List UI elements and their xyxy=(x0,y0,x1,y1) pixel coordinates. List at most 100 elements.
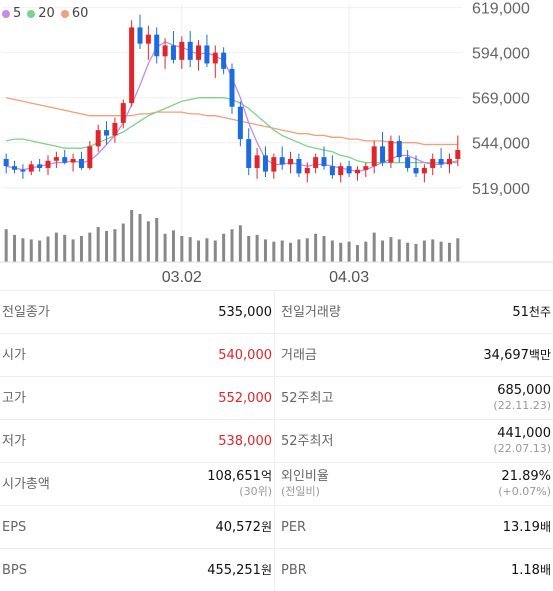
stats-row: 시가 540,000 거래금 34,697백만 xyxy=(0,333,553,376)
candle-body xyxy=(104,130,110,136)
volume-bar xyxy=(339,242,343,262)
volume-bar xyxy=(372,232,376,262)
volume-bar xyxy=(456,238,460,262)
candle-body xyxy=(262,155,268,172)
stat-value: 51천주 xyxy=(512,304,551,320)
candle-body xyxy=(388,140,394,163)
volume-bar xyxy=(138,213,142,262)
volume-bar xyxy=(155,217,159,262)
stat-unit: 억 xyxy=(260,469,272,483)
stat-cell: 저가 538,000 xyxy=(0,420,274,462)
candlestick-chart: 619,000 594,000 569,000 544,000 519,000 03.02… xyxy=(0,1,553,286)
volume-bar xyxy=(406,242,410,262)
stat-value: 685,000 (22.11.23) xyxy=(493,383,551,412)
stat-value: 108,651억 (30위) xyxy=(207,469,272,498)
candle-body xyxy=(62,157,68,163)
stat-label: PBR xyxy=(281,562,307,578)
volume-bar xyxy=(222,233,226,262)
candle-body xyxy=(129,27,135,104)
volume-bar xyxy=(289,242,293,262)
stats-row: 전일종가 535,000 전일거래량 51천주 xyxy=(0,290,553,333)
stat-label: 거래금 xyxy=(281,347,317,363)
volume-bar xyxy=(188,237,192,262)
candle-body xyxy=(304,167,310,174)
volume-bar xyxy=(439,241,443,262)
volume-bar xyxy=(79,236,83,262)
candle-body xyxy=(78,158,84,168)
volume-bar xyxy=(46,236,50,262)
candle-body xyxy=(179,41,185,60)
volume-bar xyxy=(96,226,100,262)
y-tick-label: 544,000 xyxy=(472,136,530,153)
stat-value: 441,000 (22.07.13) xyxy=(493,426,551,455)
candle-body xyxy=(87,146,93,168)
volume-bar xyxy=(105,230,109,262)
candle-body xyxy=(212,52,218,64)
volume-bar xyxy=(21,238,25,262)
volume-bar xyxy=(422,240,426,262)
volume-bar xyxy=(88,232,92,262)
stat-value-sub: (+0.07%) xyxy=(498,485,551,498)
stat-label: 고가 xyxy=(2,390,26,406)
candle-body xyxy=(112,122,118,136)
candle-body xyxy=(170,45,176,60)
candle-body xyxy=(204,45,210,64)
stat-value-sub: (22.07.13) xyxy=(493,442,551,455)
stat-cell: 전일거래량 51천주 xyxy=(274,291,553,333)
candle-body xyxy=(95,130,101,147)
legend-item-ma20: 20 xyxy=(27,6,55,21)
stat-label: PER xyxy=(281,519,307,535)
stats-row: 시가총액 108,651억 (30위) 외인비율 (전일비) 21.89% (+0.07%) xyxy=(0,462,553,505)
candle-body xyxy=(53,157,59,161)
stat-cell: PER 13.19배 xyxy=(274,506,553,548)
volume-bar xyxy=(447,242,451,262)
stat-value: 455,251원 xyxy=(207,562,272,578)
candle-body xyxy=(396,140,402,158)
volume-bar xyxy=(389,237,393,262)
stat-value: 34,697백만 xyxy=(483,347,551,363)
volume-bar xyxy=(63,234,67,262)
candle-body xyxy=(221,52,227,69)
volume-bar xyxy=(54,232,58,262)
stat-cell: 시가총액 108,651억 (30위) xyxy=(0,463,274,505)
volume-bar xyxy=(121,223,125,262)
stat-label: 전일종가 xyxy=(2,304,50,320)
stat-value: 40,572원 xyxy=(215,519,272,535)
volume-bar xyxy=(71,239,75,262)
stat-label: BPS xyxy=(2,562,28,578)
volume-bar xyxy=(213,240,217,262)
stat-value: 1.18배 xyxy=(511,562,551,578)
volume-bar xyxy=(381,240,385,262)
candle-body xyxy=(438,158,444,165)
y-tick-label: 594,000 xyxy=(472,46,530,63)
candle-body xyxy=(37,164,43,168)
candle-body xyxy=(246,139,252,168)
stat-unit: 배 xyxy=(539,562,551,577)
volume-bar xyxy=(247,236,251,262)
stat-value: 535,000 xyxy=(218,304,272,320)
stat-cell: 외인비율 (전일비) 21.89% (+0.07%) xyxy=(274,463,553,505)
candle-body xyxy=(162,45,168,57)
stat-unit: 천주 xyxy=(528,304,551,319)
stat-label: 52주최고 xyxy=(281,390,334,406)
stat-cell: 52주최고 685,000 (22.11.23) xyxy=(274,377,553,419)
volume-bar xyxy=(272,241,276,262)
legend-dot-icon xyxy=(27,9,36,18)
candle-body xyxy=(70,158,76,163)
y-tick-label: 619,000 xyxy=(472,1,530,18)
candle-body xyxy=(187,41,193,60)
x-tick-label: 04.03 xyxy=(329,269,369,286)
volume-bar xyxy=(397,239,401,262)
volume-bar xyxy=(171,230,175,262)
candle-body xyxy=(329,166,335,176)
candle-body xyxy=(413,167,419,174)
volume-bar xyxy=(163,233,167,262)
candle-body xyxy=(430,158,436,168)
candle-body xyxy=(354,169,360,174)
stat-label: 외인비율 (전일비) xyxy=(281,469,329,498)
x-tick-label: 03.02 xyxy=(162,269,202,286)
volume-bar xyxy=(146,221,150,262)
volume-bar xyxy=(38,240,42,262)
y-tick-label: 519,000 xyxy=(472,181,530,198)
candle-body xyxy=(120,103,126,123)
